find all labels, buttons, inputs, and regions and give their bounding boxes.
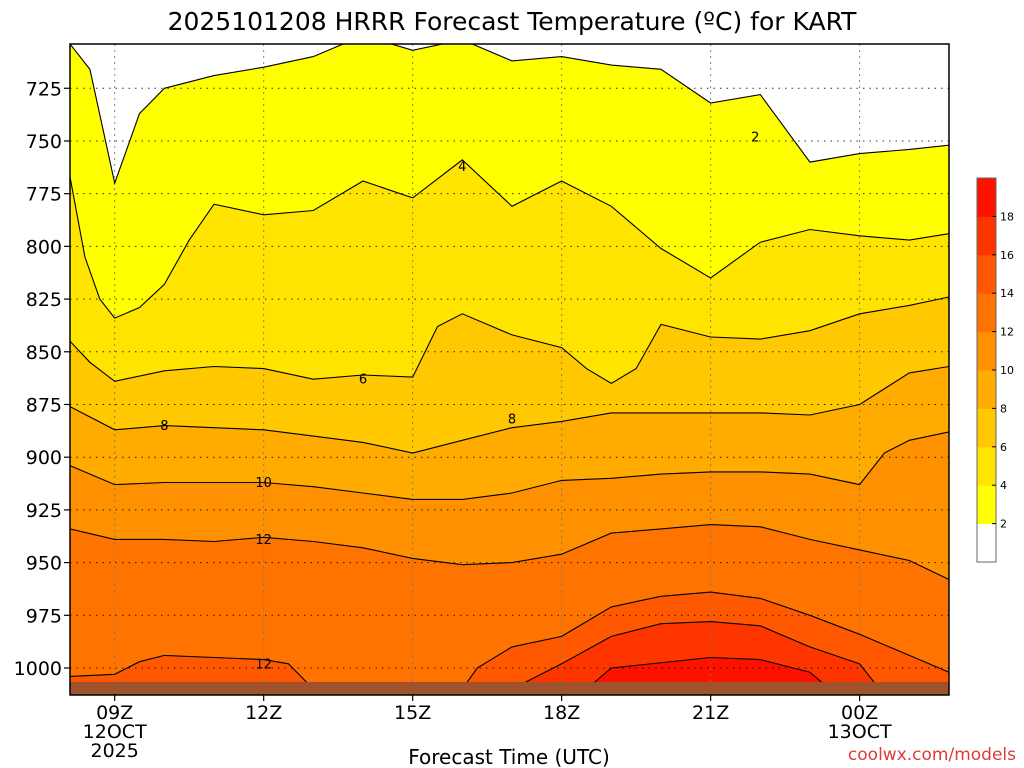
- y-tick-label: 1000: [14, 658, 62, 680]
- contour-line-2: [70, 44, 949, 186]
- x-tick-label: 00Z: [841, 702, 878, 724]
- x-tick-label: 12Z: [245, 702, 282, 724]
- x-tick-label: 15Z: [394, 702, 431, 724]
- colorbar-segment-0: [977, 523, 996, 563]
- y-tick-label: 850: [26, 342, 62, 364]
- contour-layer: [70, 44, 949, 684]
- y-tick-label: 925: [26, 500, 62, 522]
- contour-line-16: [520, 621, 877, 684]
- colorbar-segment-6: [977, 293, 996, 333]
- contour-label: 2: [751, 130, 759, 145]
- y-tick-label: 725: [26, 78, 62, 100]
- y-tick-label: 825: [26, 289, 62, 311]
- contour-line-4: [70, 159, 949, 319]
- credit-text: coolwx.com/models: [848, 745, 1016, 765]
- contour-label: 8: [160, 419, 168, 434]
- colorbar-tick-label: 6: [1000, 441, 1007, 454]
- x-tick-label: 12OCT: [83, 721, 147, 743]
- colorbar-segment-2: [977, 446, 996, 486]
- x-tick-label: 2025: [91, 740, 139, 762]
- chart-title: 2025101208 HRRR Forecast Temperature (ºC…: [168, 7, 858, 36]
- y-tick-label: 775: [26, 184, 62, 206]
- temperature-fill-layer: [70, 44, 949, 684]
- x-tick-label: 21Z: [692, 702, 729, 724]
- ground-band: [70, 682, 949, 695]
- y-tick-label: 950: [26, 553, 62, 575]
- colorbar-segment-4: [977, 370, 996, 409]
- y-tick-label: 975: [26, 605, 62, 627]
- contour-line-10: [70, 431, 949, 500]
- colorbar-tick-label: 4: [1000, 479, 1007, 492]
- colorbar: 2 4 6 8 10 12 14 16 18: [976, 177, 1014, 563]
- y-tick-label: 900: [26, 447, 62, 469]
- contour-line-6: [70, 296, 949, 385]
- colorbar-tick-label: 2: [1000, 518, 1007, 531]
- contour-label-layer: 2 4 6 8 8 10 12 12: [160, 130, 759, 672]
- colorbar-tick-label: 18: [1000, 210, 1014, 223]
- colorbar-tick-label: 12: [1000, 326, 1014, 339]
- contour-label: 10: [255, 476, 272, 491]
- colorbar-tick-label: 16: [1000, 249, 1014, 262]
- y-tick-label: 875: [26, 394, 62, 416]
- contour-label: 12: [255, 657, 272, 672]
- contour-label: 4: [458, 160, 466, 175]
- colorbar-segment-8: [977, 216, 996, 256]
- y-tick-label: 800: [26, 236, 62, 258]
- colorbar-tick-label: 10: [1000, 364, 1014, 377]
- colorbar-segment-7: [977, 254, 996, 294]
- contour-line-14: [70, 591, 949, 684]
- contour-line-12: [70, 524, 949, 580]
- contour-line-18: [591, 656, 825, 684]
- colorbar-tick-label: 8: [1000, 402, 1007, 415]
- grid-layer: [70, 44, 949, 684]
- contour-line-8: [70, 365, 949, 454]
- contour-label: 6: [359, 373, 367, 388]
- plot-frame: [69, 43, 950, 696]
- colorbar-segment-1: [977, 485, 996, 525]
- contour-label: 8: [508, 413, 516, 428]
- colorbar-tick-label: 14: [1000, 287, 1014, 300]
- colorbar-segment-3: [977, 408, 996, 448]
- x-tick-label: 09Z: [96, 702, 133, 724]
- x-tick-label: 13OCT: [828, 721, 892, 743]
- contour-label: 12: [255, 533, 272, 548]
- x-tick-label: 18Z: [543, 702, 580, 724]
- y-axis: 725 750 775 800 825 850 875 900 925 950 975 1000: [14, 78, 70, 680]
- x-axis-label: Forecast Time (UTC): [408, 745, 610, 768]
- y-tick-label: 750: [26, 131, 62, 153]
- colorbar-segment-5: [977, 331, 996, 371]
- colorbar-segment-9: [977, 178, 996, 217]
